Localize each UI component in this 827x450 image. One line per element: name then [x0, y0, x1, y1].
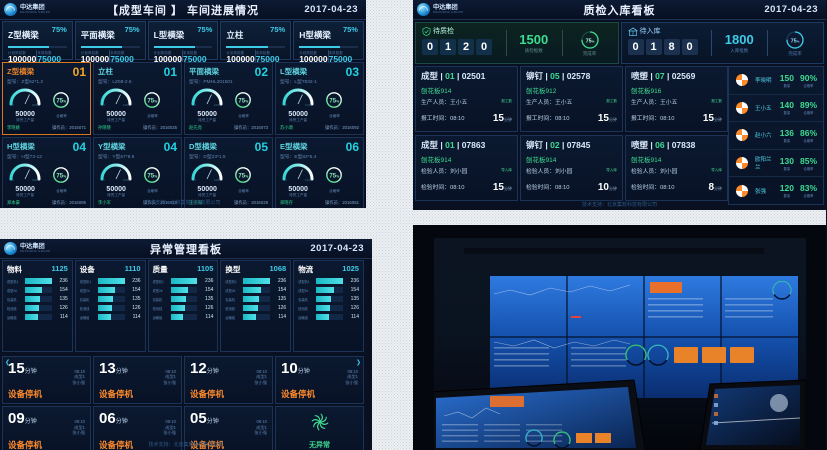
svg-text:0: 0: [194, 178, 196, 181]
svg-text:75%: 75%: [330, 173, 341, 179]
svg-text:0: 0: [103, 103, 105, 106]
svg-text:0: 0: [12, 103, 14, 106]
svg-text:75%: 75%: [239, 98, 250, 104]
svg-text:100K: 100K: [305, 178, 312, 181]
svg-text:75%: 75%: [585, 38, 594, 44]
svg-text:100K: 100K: [305, 103, 312, 106]
svg-text:100K: 100K: [123, 178, 130, 181]
svg-text:0: 0: [285, 103, 287, 106]
svg-text:75%: 75%: [148, 173, 159, 179]
svg-text:0: 0: [103, 178, 105, 181]
svg-text:75%: 75%: [57, 173, 68, 179]
svg-text:75%: 75%: [239, 173, 250, 179]
svg-text:75%: 75%: [330, 98, 341, 104]
svg-text:100K: 100K: [123, 103, 130, 106]
svg-text:100K: 100K: [214, 103, 221, 106]
svg-text:75%: 75%: [57, 98, 68, 104]
svg-text:100K: 100K: [214, 178, 221, 181]
svg-text:75%: 75%: [791, 38, 800, 44]
svg-text:0: 0: [12, 178, 14, 181]
svg-text:100K: 100K: [32, 103, 39, 106]
svg-text:75%: 75%: [148, 98, 159, 104]
svg-text:0: 0: [285, 178, 287, 181]
svg-text:0: 0: [194, 103, 196, 106]
svg-text:100K: 100K: [32, 178, 39, 181]
